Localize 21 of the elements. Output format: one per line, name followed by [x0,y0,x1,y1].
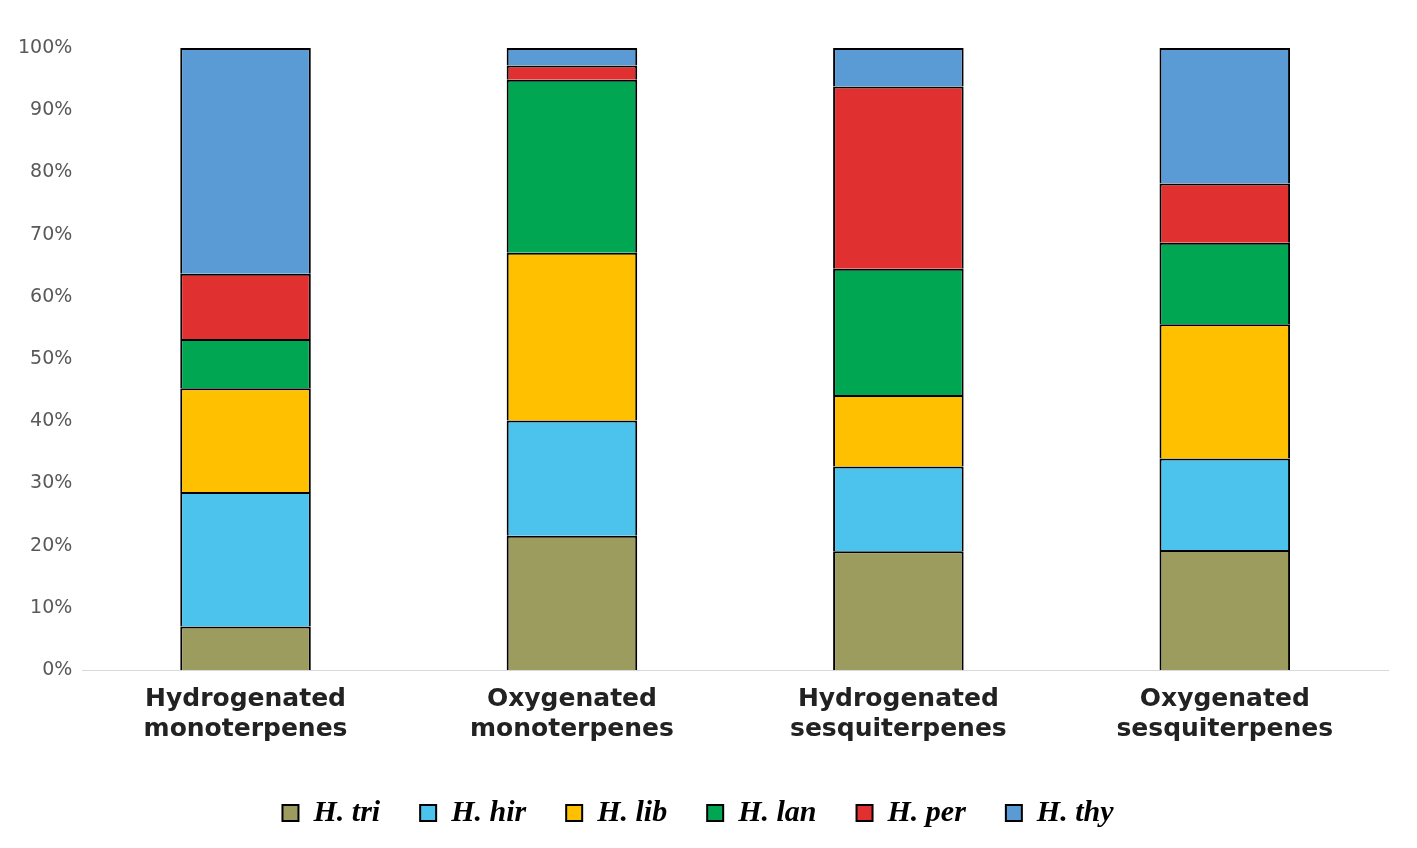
legend-label: H. thy [1035,793,1115,827]
x-tick-label: Oxygenated monoterpenes [469,682,674,742]
y-tick-label: 20% [30,532,73,555]
y-tick-label: 50% [30,345,73,368]
y-tick-label: 100% [17,34,73,57]
y-tick-label: 10% [30,594,73,617]
y-tick-label: 60% [30,283,73,306]
y-tick-label: 70% [30,221,73,244]
x-tick-label: Hydrogenated monoterpenes [143,682,348,742]
y-tick-label: 0% [42,656,73,679]
x-tick-label: Oxygenated sesquiterpenes [1116,682,1334,742]
legend-label: H. per [886,793,967,827]
y-tick-label: 90% [30,97,73,120]
legend-label: H. hir [450,793,527,827]
x-tick-label: Hydrogenated sesquiterpenes [790,682,1007,742]
legend-label: H. tri [312,793,381,827]
y-tick-label: 30% [30,470,73,493]
y-tick-label: 80% [30,159,73,182]
legend-label: H. lib [596,793,668,827]
legend-label: H. lan [737,793,817,827]
y-tick-label: 40% [30,408,73,431]
